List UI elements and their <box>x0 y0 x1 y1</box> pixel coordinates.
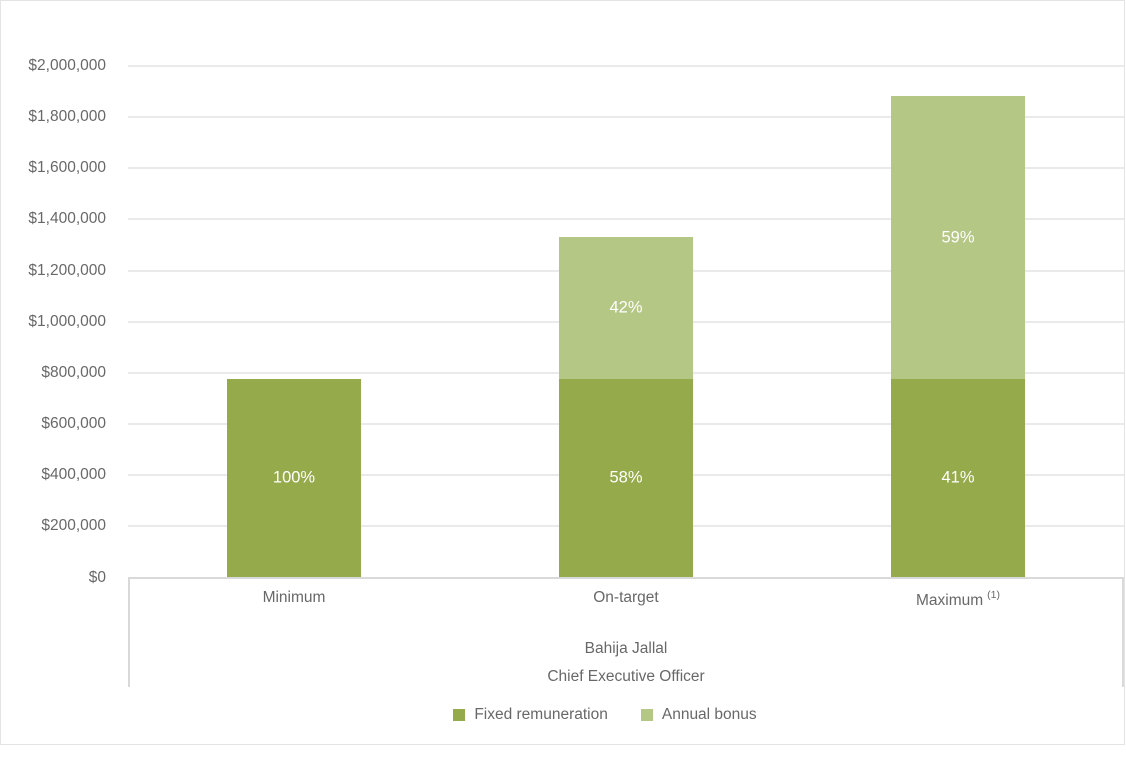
y-axis-tick-label: $800,000 <box>41 363 106 381</box>
gridline <box>128 167 1124 170</box>
legend-swatch-annual-bonus <box>640 709 653 721</box>
gridline <box>128 65 1124 67</box>
gridline <box>128 218 1124 221</box>
y-axis-tick-label: $1,800,000 <box>28 108 106 126</box>
bar-segment-label: 58% <box>609 468 643 487</box>
category-separator-left <box>128 578 130 687</box>
x-axis-line <box>128 576 1124 579</box>
y-axis-tick-label: $200,000 <box>41 517 106 535</box>
legend-item-fixed-remuneration: Fixed remuneration <box>453 706 608 724</box>
bar-segment-annual-bonus-on-target: 42% <box>559 236 693 380</box>
y-axis-tick-label: $600,000 <box>41 415 106 433</box>
bar-segment-fixed-remuneration-on-target: 58% <box>559 379 693 578</box>
legend-item-annual-bonus: Annual bonus <box>640 706 757 724</box>
legend: Fixed remuneration Annual bonus <box>42 706 1126 724</box>
legend-label: Annual bonus <box>661 706 757 723</box>
category-label-text: Maximum <box>915 592 984 609</box>
gridline <box>128 116 1124 119</box>
bar-segment-label: 100% <box>272 468 316 487</box>
category-label-minimum: Minimum <box>128 589 460 607</box>
bar-segment-fixed-remuneration-minimum: 100% <box>227 379 361 578</box>
bar-segment-label: 41% <box>941 468 975 487</box>
category-label-text: On-target <box>593 589 659 606</box>
y-axis-tick-label: $1,600,000 <box>28 159 106 177</box>
y-axis-tick-label: $1,000,000 <box>28 312 106 330</box>
y-axis-tick-label: $400,000 <box>41 466 106 484</box>
bar-segment-annual-bonus-maximum: 59% <box>891 95 1025 380</box>
category-label-on-target: On-target <box>460 589 792 607</box>
legend-swatch-fixed-remuneration <box>453 709 466 721</box>
y-axis-tick-label: $1,400,000 <box>28 210 106 228</box>
footnote-marker: (1) <box>987 589 1000 601</box>
bar-segment-label: 42% <box>609 298 643 317</box>
category-label-maximum: Maximum (1) <box>792 589 1124 610</box>
legend-label: Fixed remuneration <box>474 706 608 723</box>
axis-title-line-1: Bahija Jallal <box>584 640 668 657</box>
y-axis-tick-label: $1,200,000 <box>28 261 106 279</box>
axis-title-line-2: Chief Executive Officer <box>547 667 705 685</box>
category-separator-right <box>1122 578 1124 687</box>
x-axis-title: Bahija Jallal Chief Executive Officer <box>128 635 1124 690</box>
y-axis-tick-label: $0 <box>88 568 106 586</box>
bar-segment-label: 59% <box>941 228 975 247</box>
y-axis-tick-label: $2,000,000 <box>28 57 106 74</box>
bar-segment-fixed-remuneration-maximum: 41% <box>891 379 1025 578</box>
category-label-text: Minimum <box>262 589 326 606</box>
